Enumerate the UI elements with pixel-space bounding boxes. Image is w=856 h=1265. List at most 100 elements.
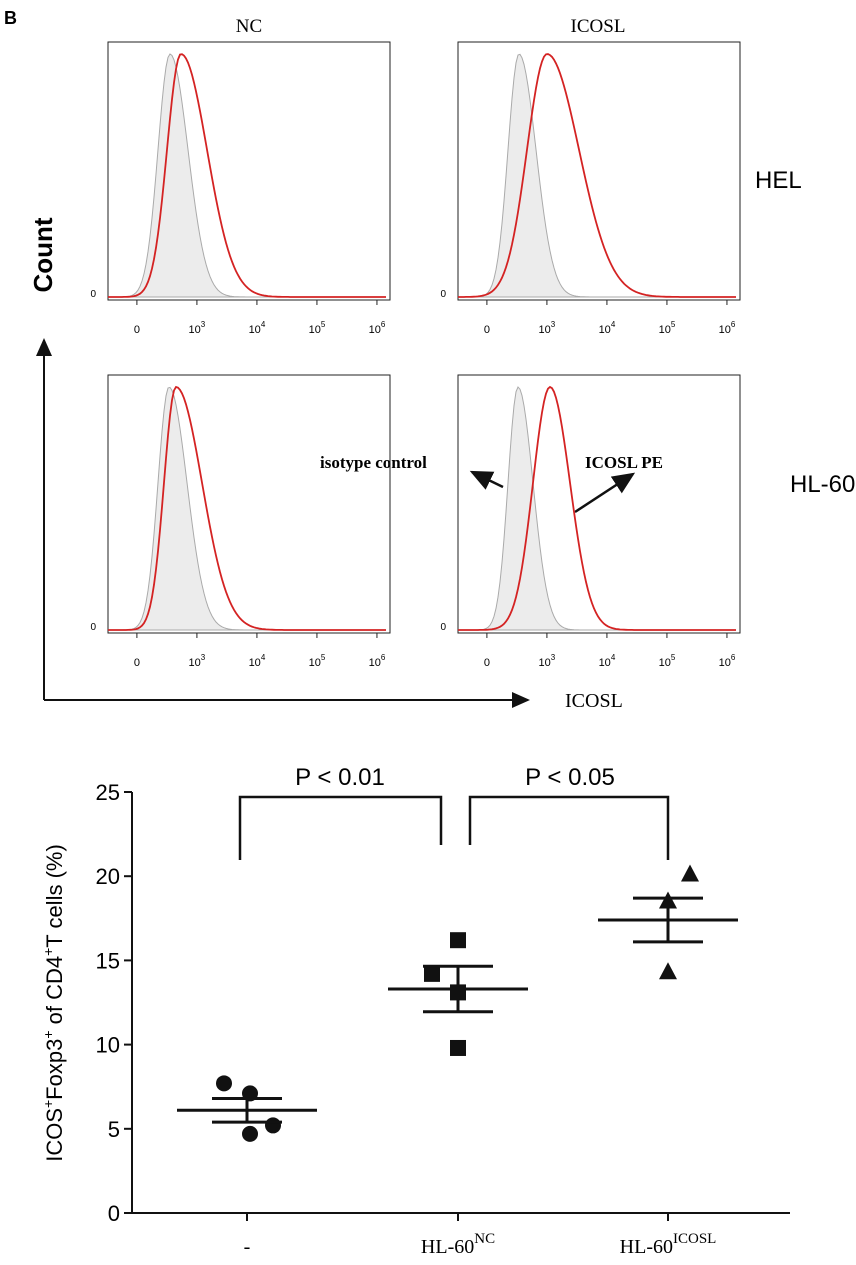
point xyxy=(242,1125,258,1142)
tick-label: 106 xyxy=(719,653,736,669)
y-zero-label: 0 xyxy=(440,622,446,633)
category-sup: NC xyxy=(474,1231,495,1247)
label-sup: + xyxy=(40,1100,56,1108)
y-tick-label: 20 xyxy=(96,864,120,889)
tick-label: 106 xyxy=(369,320,386,336)
histogram-frame xyxy=(107,41,391,301)
y-zero-label: 0 xyxy=(90,289,96,300)
point xyxy=(424,965,440,982)
tick-base: 10 xyxy=(189,657,201,669)
tick-label: 106 xyxy=(369,653,386,669)
tick-sup: 6 xyxy=(731,320,736,329)
tick-sup: 3 xyxy=(551,320,556,329)
tick-base: 10 xyxy=(539,324,551,336)
tick-sup: 4 xyxy=(261,653,266,662)
annotation: ICOSL PE xyxy=(585,453,663,472)
tick-sup: 6 xyxy=(731,653,736,662)
isotype-fill xyxy=(108,53,386,298)
tick-sup: 3 xyxy=(201,653,206,662)
tick-label: 103 xyxy=(539,320,556,336)
category-base: - xyxy=(244,1236,251,1258)
x-tick-label: - xyxy=(244,1236,251,1258)
icosl-curve xyxy=(458,385,736,631)
point xyxy=(681,864,699,882)
tick-base: 10 xyxy=(539,657,551,669)
tick-base: 10 xyxy=(369,657,381,669)
tick-base: 10 xyxy=(599,657,611,669)
tick-label: 0 xyxy=(134,324,140,336)
label-sup: + xyxy=(40,948,56,956)
tick-label: 106 xyxy=(719,320,736,336)
label-part: T cells (%) xyxy=(42,844,67,948)
tick-base: 10 xyxy=(249,324,261,336)
x-axis-label: ICOSL xyxy=(565,690,623,712)
tick-label: 104 xyxy=(249,653,266,669)
category-base: HL-60 xyxy=(620,1236,673,1258)
category-sup: ICOSL xyxy=(673,1231,716,1247)
annotation-arrow xyxy=(469,470,504,490)
annotation-arrow xyxy=(574,472,636,514)
histogram-frame xyxy=(107,374,391,634)
isotype-fill xyxy=(458,386,736,631)
y-tick-label: 25 xyxy=(96,780,120,805)
tick-label: 0 xyxy=(134,657,140,669)
histogram-frame xyxy=(457,374,741,634)
tick-base: 10 xyxy=(189,324,201,336)
tick-base: 10 xyxy=(249,657,261,669)
tick-sup: 4 xyxy=(611,653,616,662)
tick-base: 10 xyxy=(309,324,321,336)
tick-base: 10 xyxy=(719,657,731,669)
point xyxy=(265,1117,281,1134)
tick-sup: 3 xyxy=(551,653,556,662)
tick-base: 10 xyxy=(659,657,671,669)
tick-sup: 5 xyxy=(671,653,676,662)
tick-label: 105 xyxy=(309,320,326,336)
tick-base: 10 xyxy=(659,324,671,336)
tick-base: 10 xyxy=(369,324,381,336)
point xyxy=(450,1039,466,1056)
y-axis-label: Count xyxy=(28,217,58,292)
tick-label: 0 xyxy=(484,324,490,336)
y-tick-label: 5 xyxy=(108,1117,120,1142)
label-part: Foxp3 xyxy=(42,1039,67,1100)
isotype-fill xyxy=(458,53,736,298)
y-tick-label: 0 xyxy=(108,1201,120,1226)
p-value: P < 0.05 xyxy=(525,764,615,791)
tick-sup: 6 xyxy=(381,320,386,329)
point xyxy=(216,1075,232,1092)
y-tick-label: 10 xyxy=(96,1033,120,1058)
tick-label: 105 xyxy=(309,653,326,669)
tick-sup: 6 xyxy=(381,653,386,662)
tick-label: 104 xyxy=(249,320,266,336)
tick-base: 10 xyxy=(309,657,321,669)
annotation: isotype control xyxy=(320,453,427,472)
tick-sup: 5 xyxy=(671,320,676,329)
y-tick-label: 15 xyxy=(96,948,120,973)
histogram-frame xyxy=(457,41,741,301)
icosl-curve xyxy=(458,53,736,298)
label-part: ICOS xyxy=(42,1108,67,1162)
tick-base: 10 xyxy=(719,324,731,336)
tick-sup: 3 xyxy=(201,320,206,329)
label-sup: + xyxy=(40,1030,56,1038)
tick-base: 10 xyxy=(599,324,611,336)
tick-label: 0 xyxy=(484,657,490,669)
tick-sup: 4 xyxy=(261,320,266,329)
tick-label: 104 xyxy=(599,653,616,669)
y-zero-label: 0 xyxy=(90,622,96,633)
icosl-curve xyxy=(108,53,386,298)
column-title: ICOSL xyxy=(571,16,626,37)
tick-sup: 5 xyxy=(321,653,326,662)
significance-brackets xyxy=(238,795,670,860)
point xyxy=(450,932,466,949)
tick-label: 105 xyxy=(659,320,676,336)
icosl-curve xyxy=(108,385,386,631)
p-value: P < 0.01 xyxy=(295,764,385,791)
tick-label: 103 xyxy=(189,653,206,669)
tick-label: 103 xyxy=(189,320,206,336)
label-part: of CD4 xyxy=(42,956,67,1031)
tick-label: 104 xyxy=(599,320,616,336)
category-base: HL-60 xyxy=(421,1236,474,1258)
x-tick-label: HL-60ICOSL xyxy=(620,1231,717,1258)
